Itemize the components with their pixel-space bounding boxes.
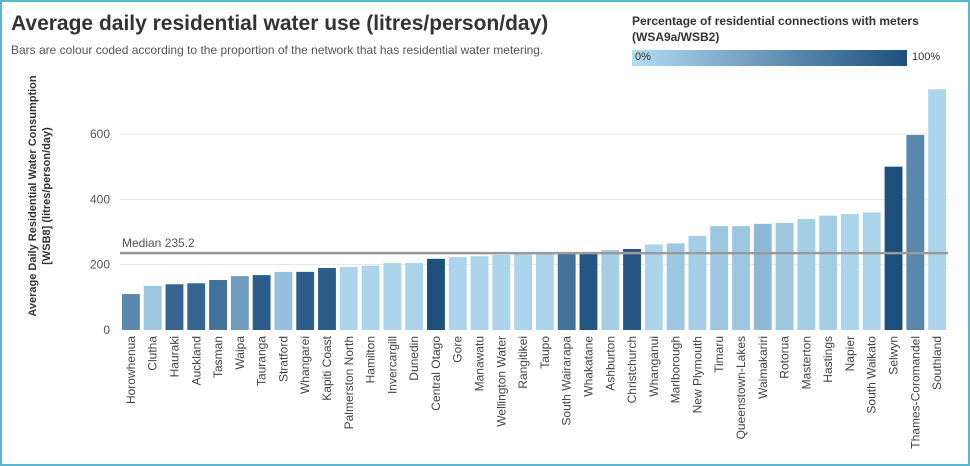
bar bbox=[623, 248, 641, 330]
bar bbox=[361, 265, 380, 330]
bar bbox=[710, 226, 729, 330]
bar bbox=[339, 266, 358, 330]
x-tick-label: New Plymouth bbox=[690, 336, 704, 413]
x-tick-label: Thames-Coromandel bbox=[908, 336, 922, 449]
bar bbox=[862, 212, 881, 330]
legend-title-line1: Percentage of residential connections wi… bbox=[632, 14, 919, 28]
x-tick-label: Kapiti Coast bbox=[320, 335, 334, 400]
bar bbox=[274, 271, 293, 330]
y-tick-label: 400 bbox=[90, 192, 110, 206]
bar bbox=[405, 263, 424, 330]
bar bbox=[535, 253, 554, 330]
x-tick-label: Palmerston North bbox=[342, 336, 356, 429]
x-tick-label: Auckland bbox=[189, 336, 203, 385]
x-tick-label: Wellington Water bbox=[494, 336, 508, 427]
bar bbox=[884, 166, 903, 330]
bar bbox=[928, 89, 947, 330]
bar bbox=[819, 215, 838, 330]
x-tick-label: Rotorua bbox=[778, 336, 792, 379]
x-tick-label: Stratford bbox=[276, 336, 290, 382]
chart-title: Average daily residential water use (lit… bbox=[11, 12, 549, 35]
bar bbox=[121, 294, 140, 330]
x-tick-label: Central Otago bbox=[429, 336, 443, 411]
x-tick-label: Napier bbox=[843, 336, 857, 371]
bar bbox=[906, 134, 925, 330]
x-tick-label: Ashburton bbox=[603, 336, 617, 391]
x-tick-label: Queenstown-Lakes bbox=[734, 336, 748, 439]
bar bbox=[579, 252, 598, 330]
bar bbox=[383, 263, 402, 330]
bar bbox=[601, 249, 620, 330]
y-axis-title-line2: [WSB8] (litres/person/day) bbox=[41, 127, 53, 265]
x-tick-label: Horowhenua bbox=[124, 336, 138, 404]
bar bbox=[165, 284, 184, 330]
bar bbox=[557, 253, 576, 330]
x-tick-label: Whangarei bbox=[298, 336, 312, 394]
x-tick-label: Waipa bbox=[233, 336, 247, 370]
bar bbox=[318, 267, 336, 330]
x-tick-label: South Wairarapa bbox=[560, 336, 574, 426]
x-tick-label: Rangitikei bbox=[516, 336, 530, 389]
x-tick-label: Hauraki bbox=[167, 336, 181, 377]
bar bbox=[187, 283, 206, 330]
bar bbox=[644, 244, 663, 330]
bar bbox=[448, 257, 467, 330]
x-tick-label: Timaru bbox=[712, 336, 726, 373]
x-tick-label: Gore bbox=[451, 336, 465, 363]
chart-subtitle: Bars are colour coded according to the p… bbox=[11, 43, 544, 57]
x-tick-label: Clutha bbox=[146, 336, 160, 371]
x-tick-label: Marlborough bbox=[669, 336, 683, 403]
y-tick-label: 0 bbox=[103, 323, 110, 337]
x-tick-label: Tauranga bbox=[255, 336, 269, 386]
y-tick-label: 600 bbox=[90, 127, 110, 141]
bar bbox=[470, 256, 489, 330]
bar bbox=[209, 280, 227, 330]
bar bbox=[775, 222, 794, 330]
x-tick-label: Invercargill bbox=[385, 336, 399, 394]
y-tick-label: 200 bbox=[90, 258, 110, 272]
bar bbox=[296, 271, 315, 330]
x-tick-label: Taupo bbox=[538, 336, 552, 369]
x-tick-label: Whanganui bbox=[647, 336, 661, 397]
legend-max-label: 100% bbox=[912, 51, 941, 63]
bar bbox=[688, 235, 707, 330]
x-tick-label: Masterton bbox=[799, 336, 813, 389]
x-tick-label: Hamilton bbox=[364, 336, 378, 383]
legend-min-label: 0% bbox=[635, 51, 651, 63]
bar bbox=[514, 253, 533, 330]
x-tick-label: Christchurch bbox=[625, 336, 639, 403]
x-tick-label: Waimakariri bbox=[756, 336, 770, 399]
median-label: Median 235.2 bbox=[122, 236, 195, 250]
x-tick-label: Whakatane bbox=[581, 336, 595, 397]
bar bbox=[666, 243, 685, 330]
bar bbox=[427, 258, 445, 330]
y-axis-title-line1: Average Daily Residential Water Consumpt… bbox=[27, 75, 39, 317]
x-tick-label: Southland bbox=[930, 336, 944, 390]
bar bbox=[797, 218, 816, 330]
legend-title-line2: (WSA9a/WSB2) bbox=[632, 30, 720, 44]
x-tick-label: Dunedin bbox=[407, 336, 421, 381]
x-tick-label: Selwyn bbox=[887, 336, 901, 375]
bar bbox=[753, 223, 772, 330]
bar bbox=[230, 276, 249, 330]
bar bbox=[732, 226, 750, 330]
x-tick-label: South Waikato bbox=[865, 336, 879, 414]
bar bbox=[143, 285, 162, 330]
legend-title: Percentage of residential connections wi… bbox=[632, 13, 952, 45]
x-tick-label: Manawatu bbox=[473, 336, 487, 391]
bar bbox=[492, 254, 511, 330]
x-tick-label: Hastings bbox=[821, 336, 835, 383]
bar bbox=[252, 275, 271, 330]
bar bbox=[841, 214, 859, 330]
legend-color-gradient bbox=[632, 50, 907, 66]
x-tick-label: Tasman bbox=[211, 336, 225, 378]
